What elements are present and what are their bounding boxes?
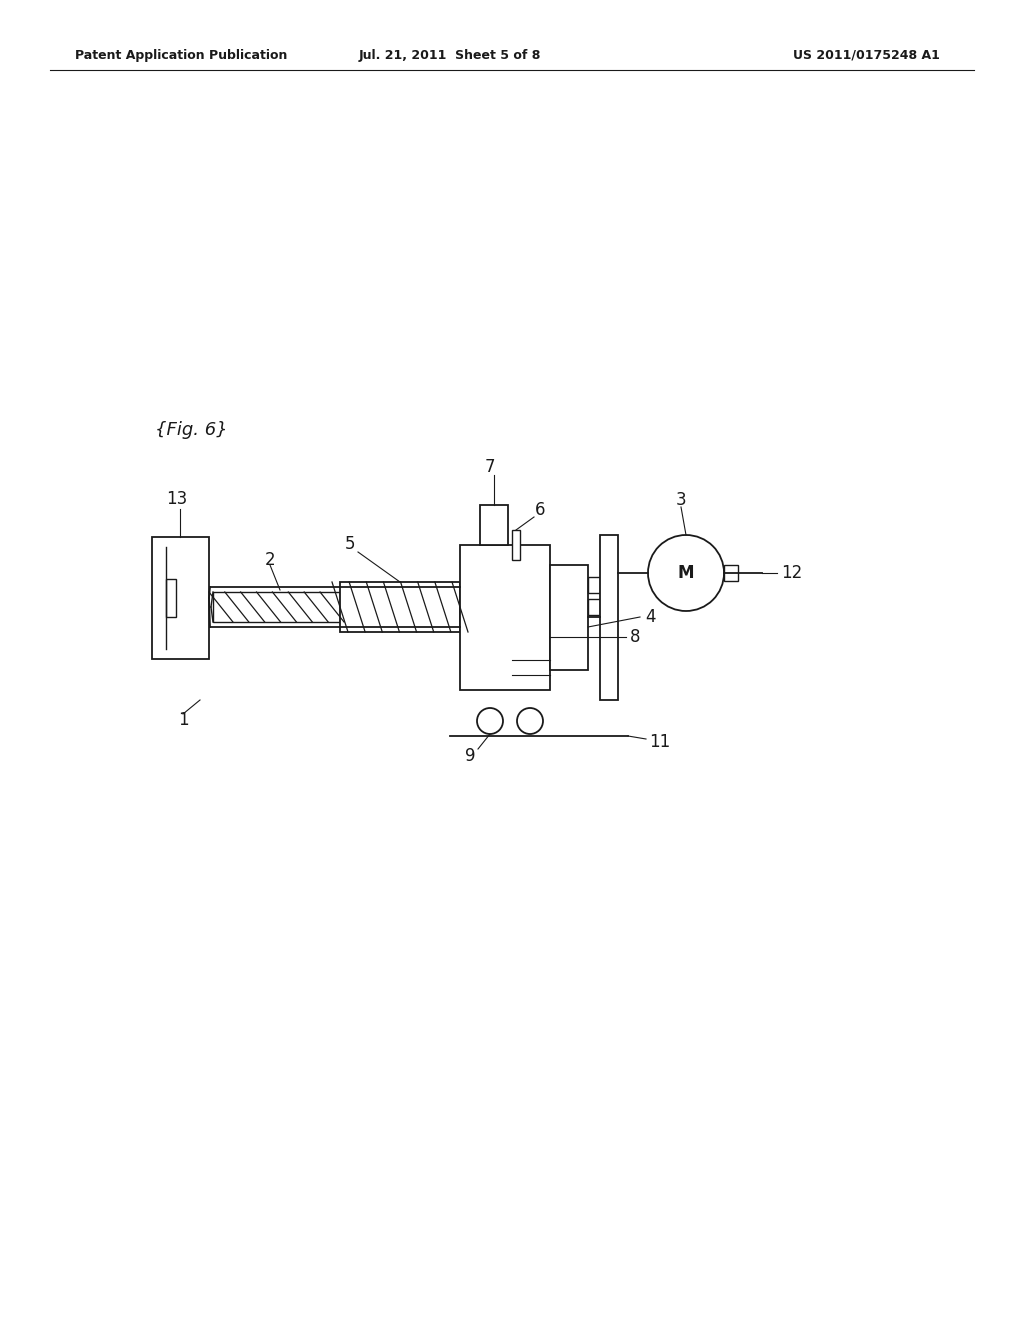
Text: 2: 2 (264, 550, 275, 569)
Circle shape (517, 708, 543, 734)
Text: 8: 8 (630, 628, 640, 645)
Bar (480, 506, 508, 545)
Bar (166, 579, 176, 616)
Bar (512, 531, 520, 560)
Text: 3: 3 (676, 491, 686, 510)
Bar (588, 599, 600, 615)
Text: 6: 6 (535, 502, 545, 519)
Bar (152, 537, 209, 659)
Bar (600, 535, 618, 700)
Bar (213, 591, 340, 622)
Text: Jul. 21, 2011  Sheet 5 of 8: Jul. 21, 2011 Sheet 5 of 8 (358, 49, 542, 62)
Text: US 2011/0175248 A1: US 2011/0175248 A1 (794, 49, 940, 62)
Bar (550, 565, 588, 671)
Text: 11: 11 (649, 733, 671, 751)
Text: Patent Application Publication: Patent Application Publication (75, 49, 288, 62)
Text: 13: 13 (166, 490, 187, 508)
Circle shape (477, 708, 503, 734)
Text: M: M (678, 564, 694, 582)
Text: 9: 9 (465, 747, 475, 766)
Text: 1: 1 (178, 711, 188, 729)
Text: 4: 4 (645, 609, 655, 626)
Bar (460, 545, 550, 690)
Bar (588, 577, 600, 593)
Text: 5: 5 (345, 535, 355, 553)
Text: 7: 7 (484, 458, 496, 477)
Text: 12: 12 (781, 564, 803, 582)
Bar (724, 565, 738, 581)
Circle shape (648, 535, 724, 611)
Text: {Fig. 6}: {Fig. 6} (155, 421, 227, 440)
Bar (340, 582, 460, 632)
